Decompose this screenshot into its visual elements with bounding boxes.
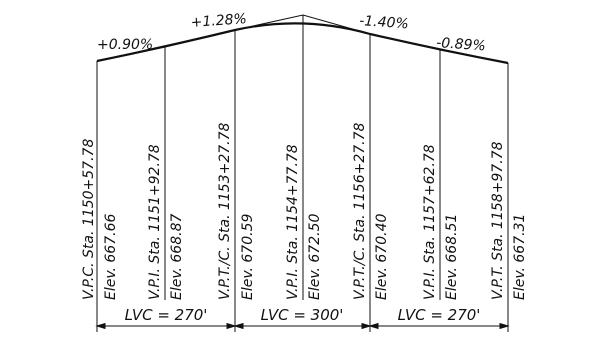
arrow-right-2 xyxy=(233,322,244,330)
station-labels: V.P.C. Sta. 1150+57.78 Elev. 667.66 V.P.… xyxy=(81,122,528,300)
arrow-left-2 xyxy=(361,322,372,330)
station-label-vpt: V.P.T. Sta. 1158+97.78 xyxy=(490,141,506,300)
station-elev-vpi-2: Elev. 672.50 xyxy=(307,214,323,300)
station-label-vpc: V.P.C. Sta. 1150+57.78 xyxy=(81,139,97,300)
station-elev-vptc-1: Elev. 670.59 xyxy=(240,214,256,300)
arrow-left-3 xyxy=(499,322,510,330)
grade-labels: +0.90% +1.28% -1.40% -0.89% xyxy=(97,11,486,54)
lvc-dimensions xyxy=(95,322,510,330)
station-label-vptc-1: V.P.T./C. Sta. 1153+27.78 xyxy=(217,122,233,300)
station-label-vpi-1: V.P.I. Sta. 1151+92.78 xyxy=(147,144,163,300)
lvc-label-1: LVC = 270' xyxy=(125,306,208,324)
station-lines xyxy=(96,15,509,332)
station-elev-vpi-3: Elev. 668.51 xyxy=(444,214,460,300)
grade-label-1: +0.90% xyxy=(97,37,153,53)
station-label-vpi-3: V.P.I. Sta. 1157+62.78 xyxy=(422,144,438,300)
arrow-right-3 xyxy=(368,322,379,330)
station-elev-vpi-1: Elev. 668.87 xyxy=(169,214,185,300)
lvc-label-2: LVC = 300' xyxy=(261,306,344,324)
grade-label-4: -0.89% xyxy=(436,35,487,54)
grade-label-3: -1.40% xyxy=(359,13,410,32)
station-label-vptc-2: V.P.T./C. Sta. 1156+27.78 xyxy=(352,122,368,300)
grade-label-2: +1.28% xyxy=(190,11,247,31)
lvc-label-3: LVC = 270' xyxy=(398,306,481,324)
station-elev-vptc-2: Elev. 670.40 xyxy=(374,214,390,300)
arrow-right-1 xyxy=(95,322,106,330)
arrow-left-1 xyxy=(226,322,237,330)
station-elev-vpt: Elev. 667.31 xyxy=(512,214,528,300)
lvc-labels: LVC = 270' LVC = 300' LVC = 270' xyxy=(125,306,481,324)
station-label-vpi-2: V.P.I. Sta. 1154+77.78 xyxy=(285,144,301,300)
station-elev-vpc: Elev. 667.66 xyxy=(103,214,119,300)
